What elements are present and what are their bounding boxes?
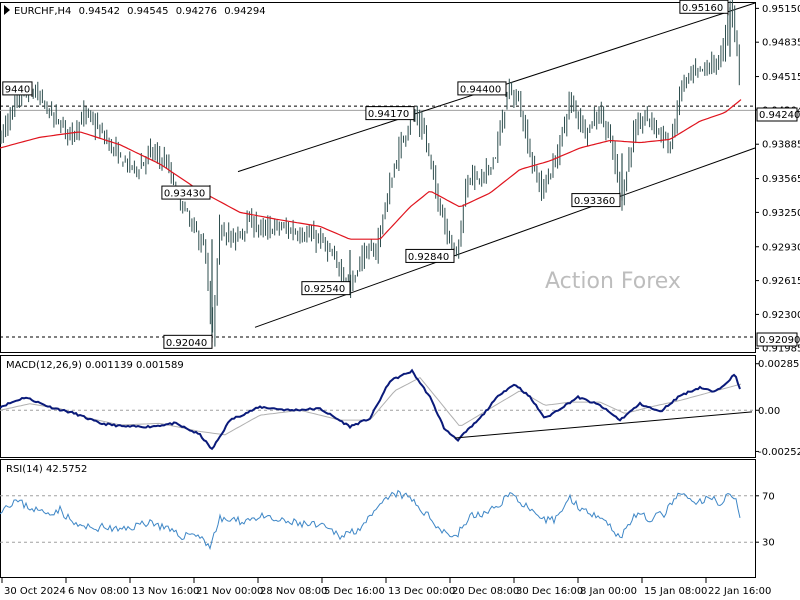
chart-title-symbol: EURCHF,H4 0.94542 0.94545 0.94276 0.9429…	[14, 6, 266, 17]
main-y-tick-label: 0.93565	[762, 174, 800, 185]
annotation-box	[679, 0, 729, 14]
macd-pane: MACD(12,26,9) 0.001139 0.001589 0.002850…	[0, 359, 800, 458]
ohlc-high: 0.94545	[127, 6, 168, 17]
annotation-box	[365, 106, 415, 121]
level-price-box	[756, 332, 798, 347]
macd-trendline	[454, 411, 753, 439]
main-y-tick-label: 0.92615	[762, 276, 800, 287]
macd-lines	[0, 368, 753, 451]
collapse-triangle-icon[interactable]	[4, 5, 10, 15]
rsi-pane-frame	[0, 459, 756, 578]
annotation-label: 9440	[5, 84, 30, 95]
annotation-label: 0.92040	[166, 338, 207, 349]
main-y-tick-label: 0.91985	[762, 344, 800, 355]
annotation-label: 0.92840	[408, 252, 449, 263]
level-price-tag: 0.92090	[756, 332, 800, 347]
x-tick-label: 8 Jan 00:00	[580, 586, 637, 597]
current-price-label: 0.94240	[759, 110, 800, 121]
macd-y-tick-label: 0.00285	[758, 359, 799, 370]
macd-y-ticks: 0.00285 0.00 -0.002521	[755, 359, 800, 458]
x-tick-label: 28 Nov 08:00	[260, 586, 327, 597]
main-y-tick-label: 0.93250	[762, 208, 800, 219]
current-price-tag: 0.94240	[756, 107, 800, 122]
moving-average-line	[0, 99, 742, 240]
x-tick-label: 15 Jan 08:00	[644, 586, 707, 597]
rsi-y-ticks: 70 30	[755, 491, 775, 549]
main-y-tick-label: 0.92930	[762, 242, 800, 253]
annotation-box	[163, 334, 213, 349]
chart-title: EURCHF,H4	[14, 6, 71, 17]
main-y-tick-label: 0.93885	[762, 140, 800, 151]
ohlc-open: 0.94542	[79, 6, 120, 17]
rsi-line	[0, 489, 741, 551]
annotation-box	[457, 81, 507, 96]
ohlc-low: 0.94276	[176, 6, 217, 17]
annotation-label: 0.93430	[164, 189, 205, 200]
rsi-y-tick-label: 30	[762, 538, 775, 549]
x-tick-label: 30 Dec 16:00	[516, 586, 583, 597]
x-tick-label: 21 Nov 00:00	[196, 586, 263, 597]
main-pane-frame	[0, 2, 756, 353]
ohlc-close: 0.94294	[224, 6, 265, 17]
annotation-box	[2, 81, 33, 96]
rsi-pane: RSI(14) 42.5752 70 30	[0, 464, 775, 551]
x-tick-label: 20 Dec 08:00	[452, 586, 519, 597]
x-tick-label: 22 Jan 16:00	[708, 586, 771, 597]
watermark: Action Forex	[545, 269, 681, 294]
x-tick-label: 13 Nov 16:00	[132, 586, 199, 597]
annotation-box	[405, 248, 455, 263]
x-tick-label: 5 Dec 16:00	[324, 586, 385, 597]
macd-title: MACD(12,26,9) 0.001139 0.001589	[6, 360, 184, 371]
annotation-label: 0.94170	[368, 109, 409, 120]
x-tick-label: 6 Nov 08:00	[68, 586, 129, 597]
level-price-label: 0.92090	[759, 335, 800, 346]
candles	[0, 0, 740, 347]
main-pane: Action Forex 9440 0.93430 0.92040 0.92540 0.…	[0, 0, 800, 355]
channel-line	[254, 147, 756, 328]
x-tick-label: 30 Oct 2024	[4, 586, 66, 597]
annotation-label: 0.94400	[460, 84, 501, 95]
main-y-tick-label: 0.94515	[762, 72, 800, 83]
rsi-title: RSI(14) 42.5752	[6, 464, 87, 475]
x-tick-label: 13 Dec 00:00	[388, 586, 455, 597]
main-y-tick-label: 0.94835	[762, 38, 800, 49]
rsi-line-path	[0, 489, 741, 551]
main-y-tick-label: 0.92300	[762, 310, 800, 321]
macd-y-tick-label: 0.00	[758, 406, 780, 417]
macd-main-line	[0, 368, 741, 451]
moving-average	[0, 99, 742, 240]
annotation-box	[571, 193, 621, 208]
annotation-label: 0.92540	[304, 284, 345, 295]
annotation-box	[301, 281, 351, 296]
rsi-y-tick-label: 70	[762, 491, 775, 502]
main-y-tick-label: 0.95150	[762, 4, 800, 15]
macd-y-tick-label: -0.002521	[758, 447, 800, 458]
annotation-label: 0.95160	[682, 3, 723, 14]
price-annotations: 9440 0.93430 0.92040 0.92540 0.94170 0.92840 0…	[2, 0, 729, 349]
annotation-box	[161, 185, 211, 200]
annotation-label: 0.93360	[574, 196, 615, 207]
current-price-box	[756, 107, 798, 122]
